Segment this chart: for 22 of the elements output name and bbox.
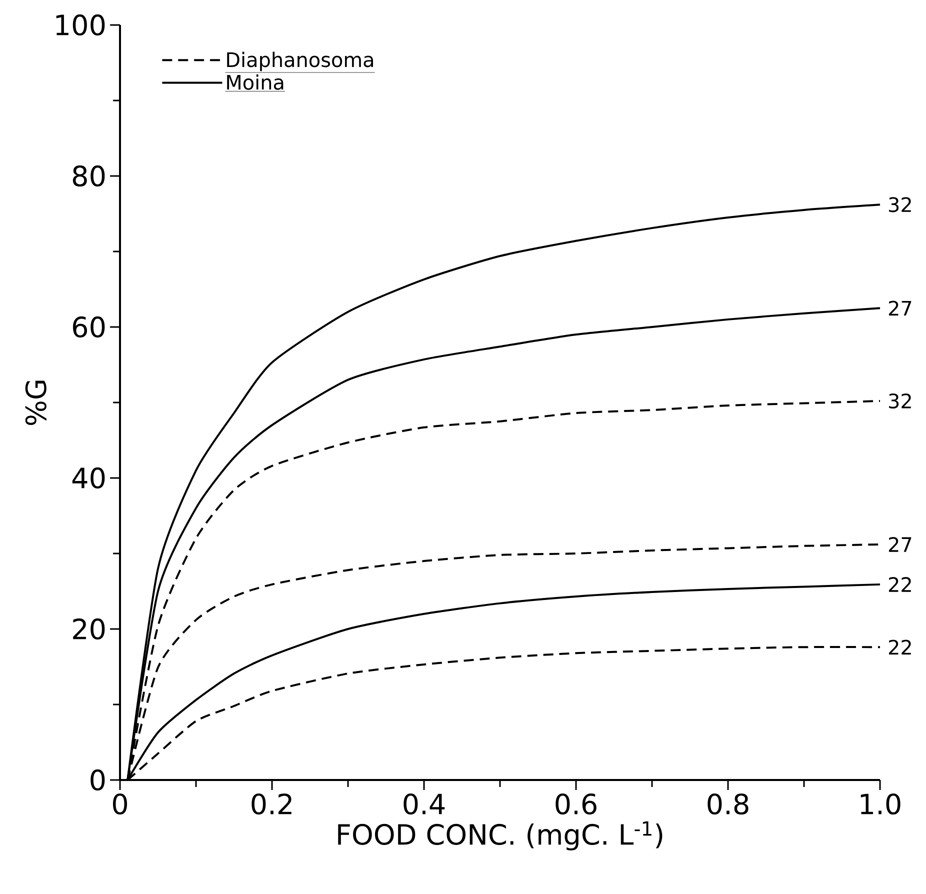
y-tick-label: 100 (56, 14, 105, 36)
x-axis-title: FOOD CONC. (mgC. L$^{-1}$) (338, 821, 662, 850)
text: 27 (888, 537, 912, 552)
x-tick-label: 0.2 (252, 793, 292, 815)
x-tick-label: 0.8 (708, 793, 748, 815)
text: 32 (889, 197, 911, 212)
text: 32 (889, 393, 911, 409)
legend-label: Moina (227, 74, 284, 90)
y-axis-title: %G (25, 380, 46, 426)
y-tick-label: 0 (90, 769, 105, 791)
x-tick-label: 1.0 (860, 793, 900, 815)
x-tick-label: 0.4 (404, 793, 445, 815)
text: 27 (888, 300, 912, 316)
text: 22 (888, 640, 911, 654)
y-tick-label: 40 (72, 467, 105, 489)
x-tick-label: 0.6 (556, 793, 596, 815)
text: 22 (888, 577, 911, 592)
y-tick-label: 60 (72, 316, 105, 338)
y-tick-label: 20 (73, 618, 105, 640)
y-tick-label: 80 (72, 165, 105, 187)
x-tick-label: 0 (112, 793, 128, 815)
legend-label: Diaphanosoma (227, 52, 373, 72)
